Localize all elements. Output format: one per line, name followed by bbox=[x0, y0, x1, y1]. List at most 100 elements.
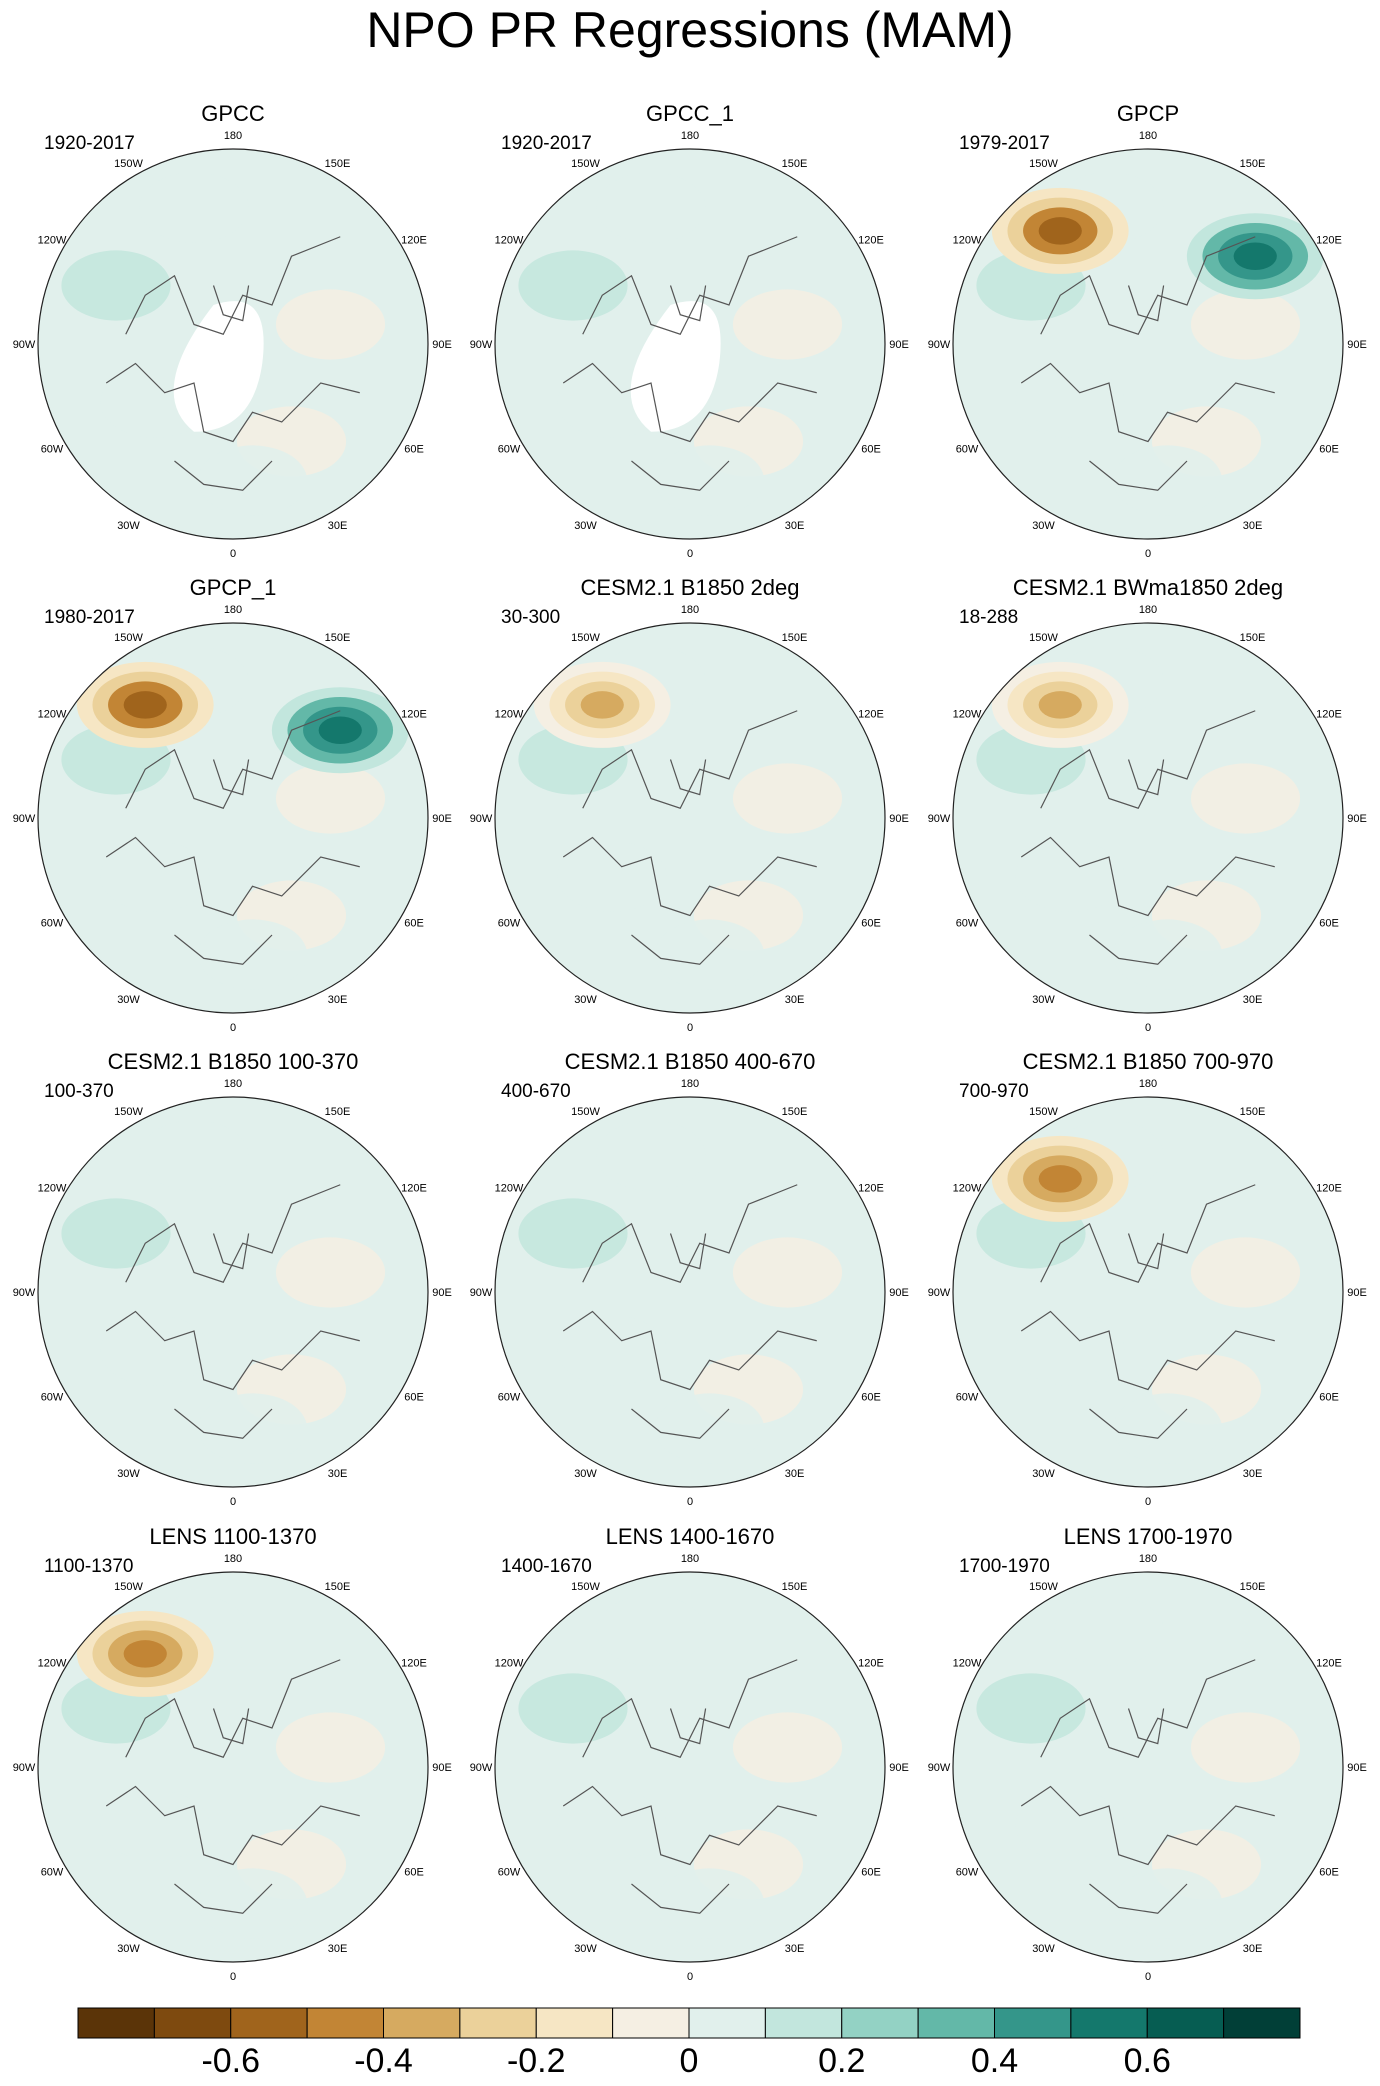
map-rim bbox=[37, 622, 429, 1014]
longitude-label: 60E bbox=[861, 444, 881, 456]
map-rim bbox=[494, 1571, 886, 1963]
longitude-label: 150W bbox=[571, 1581, 600, 1593]
longitude-label: 120E bbox=[1316, 1183, 1342, 1195]
panel-period: 1920-2017 bbox=[44, 133, 135, 154]
longitude-label: 30E bbox=[785, 994, 805, 1006]
longitude-label: 30W bbox=[117, 994, 140, 1006]
coastline bbox=[1127, 1708, 1165, 1745]
longitude-label: 90E bbox=[1347, 813, 1367, 825]
longitude-label: 150W bbox=[114, 158, 143, 170]
longitude-label: 90E bbox=[889, 339, 909, 351]
longitude-label: 60W bbox=[956, 1867, 979, 1879]
panel-period: 1100-1370 bbox=[44, 1556, 133, 1577]
longitude-label: 90E bbox=[1347, 1762, 1367, 1774]
map-rim bbox=[952, 1571, 1344, 1963]
coastline bbox=[1127, 285, 1165, 322]
missing-data-area bbox=[173, 301, 264, 432]
map-rim bbox=[494, 1096, 886, 1488]
map-rim bbox=[37, 1571, 429, 1963]
longitude-label: 90E bbox=[1347, 1287, 1367, 1299]
feature-contour bbox=[123, 691, 167, 719]
coastline bbox=[105, 1785, 360, 1866]
coastline bbox=[562, 1785, 817, 1866]
longitude-label: 150W bbox=[114, 1106, 143, 1118]
map-rim bbox=[494, 148, 886, 540]
field-blotch bbox=[275, 1237, 386, 1308]
longitude-label: 0 bbox=[1145, 548, 1151, 560]
longitude-label: 90W bbox=[13, 813, 36, 825]
field-blotch bbox=[1190, 1712, 1301, 1783]
longitude-label: 90W bbox=[928, 1287, 951, 1299]
panel-period: 700-970 bbox=[959, 1081, 1029, 1102]
longitude-label: 150W bbox=[571, 158, 600, 170]
colorbar-tick-label: 0.6 bbox=[1124, 2042, 1171, 2080]
longitude-label: 30E bbox=[328, 1943, 348, 1955]
longitude-label: 60W bbox=[956, 444, 979, 456]
longitude-label: 150W bbox=[114, 1581, 143, 1593]
longitude-label: 150W bbox=[1029, 1106, 1058, 1118]
coastline bbox=[125, 236, 341, 335]
longitude-label: 150E bbox=[782, 158, 808, 170]
longitude-label: 90E bbox=[1347, 339, 1367, 351]
longitude-label: 120E bbox=[1316, 235, 1342, 247]
longitude-label: 150W bbox=[1029, 158, 1058, 170]
colorbar-swatch bbox=[764, 2007, 843, 2039]
longitude-label: 150E bbox=[325, 1106, 351, 1118]
longitude-label: 90W bbox=[470, 813, 493, 825]
colorbar-swatch bbox=[153, 2007, 232, 2039]
longitude-label: 150W bbox=[114, 632, 143, 644]
coastline bbox=[582, 1659, 798, 1758]
coastline bbox=[1089, 1883, 1188, 1914]
colorbar-swatch bbox=[306, 2007, 384, 2039]
map-panel: 180 150E 120E 90E 60E 30E 0 30W 60W 90W 120W 150W CE… bbox=[470, 575, 909, 1034]
panel-title: GPCC_1 bbox=[646, 101, 734, 126]
longitude-label: 30E bbox=[1243, 994, 1263, 1006]
coastline bbox=[582, 1184, 798, 1283]
coastline bbox=[174, 1883, 273, 1914]
longitude-label: 60W bbox=[41, 918, 64, 930]
longitude-label: 180 bbox=[224, 604, 242, 616]
longitude-label: 0 bbox=[230, 1496, 236, 1508]
coastline bbox=[1040, 710, 1256, 809]
feature-contour bbox=[1233, 242, 1277, 270]
field-blotch bbox=[61, 250, 171, 321]
longitude-label: 120W bbox=[495, 1658, 524, 1670]
field-blotch bbox=[976, 1673, 1086, 1744]
colorbar-swatch bbox=[994, 2007, 1072, 2039]
longitude-label: 150W bbox=[1029, 632, 1058, 644]
field-blotch bbox=[596, 1120, 706, 1191]
field-blotch bbox=[557, 1315, 667, 1386]
field-blotch bbox=[1015, 841, 1125, 912]
longitude-label: 180 bbox=[681, 130, 699, 142]
longitude-label: 180 bbox=[1139, 1553, 1157, 1565]
longitude-label: 150W bbox=[571, 632, 600, 644]
longitude-label: 60W bbox=[956, 918, 979, 930]
longitude-label: 150E bbox=[325, 158, 351, 170]
coastline bbox=[174, 460, 273, 491]
map-rim bbox=[952, 1096, 1344, 1488]
panel-title: LENS 1700-1970 bbox=[1064, 1524, 1233, 1549]
longitude-label: 60E bbox=[1319, 1867, 1339, 1879]
map-panel: 180 150E 120E 90E 60E 30E 0 30W 60W 90W 120W 150W CE… bbox=[13, 1049, 452, 1508]
longitude-label: 30E bbox=[1243, 1943, 1263, 1955]
longitude-label: 120W bbox=[495, 235, 524, 247]
colorbar-swatch bbox=[1146, 2007, 1225, 2039]
coastline bbox=[1089, 1408, 1188, 1439]
longitude-label: 120E bbox=[1316, 709, 1342, 721]
longitude-label: 60W bbox=[41, 444, 64, 456]
longitude-label: 60W bbox=[498, 444, 521, 456]
map-panel: 180 150E 120E 90E 60E 30E 0 30W 60W 90W 120W 150W LE… bbox=[13, 1524, 452, 1983]
coastline bbox=[562, 836, 817, 917]
longitude-label: 30W bbox=[117, 1943, 140, 1955]
longitude-label: 60E bbox=[404, 918, 424, 930]
longitude-label: 180 bbox=[681, 1553, 699, 1565]
longitude-label: 120W bbox=[953, 1183, 982, 1195]
longitude-label: 150E bbox=[1240, 1106, 1266, 1118]
panel-period: 1980-2017 bbox=[44, 607, 135, 628]
longitude-label: 180 bbox=[681, 1078, 699, 1090]
longitude-label: 150W bbox=[571, 1106, 600, 1118]
longitude-label: 60W bbox=[41, 1392, 64, 1404]
field-blotch bbox=[1054, 1595, 1164, 1666]
longitude-label: 0 bbox=[1145, 1971, 1151, 1983]
field-blotch bbox=[1190, 1237, 1301, 1308]
